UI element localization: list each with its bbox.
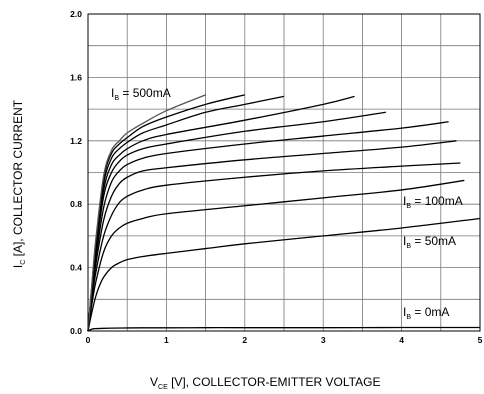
series-line-1: [87, 217, 481, 332]
x-tick-label: 3: [321, 335, 326, 345]
annotation-ib-0ma: IB = 0mA: [403, 305, 449, 321]
annotation-ib-100ma-main: I: [403, 194, 406, 208]
y-axis-title: IC [A], COLLECTOR CURRENT: [11, 99, 27, 268]
grid: [88, 14, 480, 331]
annotation-ib-500ma: IB = 500mA: [111, 86, 171, 102]
x-axis-title-rest: [V], COLLECTOR-EMITTER VOLTAGE: [168, 375, 381, 389]
x-tick-label: 4: [399, 335, 404, 345]
y-tick-label: 0.8: [70, 199, 82, 209]
x-axis-title: VCE [V], COLLECTOR-EMITTER VOLTAGE: [150, 375, 380, 391]
annotation-ib-0ma-rest: = 0mA: [411, 305, 449, 319]
x-axis-title-sub: CE: [158, 384, 168, 391]
series-line-5: [87, 121, 449, 332]
series-group: [87, 94, 481, 332]
y-tick-label: 2.0: [70, 9, 82, 19]
annotation-ib-0ma-sub: B: [406, 314, 411, 321]
tick-labels: 0 1 2 3 4 5 0.0 0.4 0.8 1.2 1.6 2.0: [70, 9, 482, 345]
x-axis-title-main: V: [150, 375, 158, 389]
y-axis-title-sub: C: [20, 260, 27, 265]
annotation-ib-500ma-rest: = 500mA: [119, 86, 171, 100]
annotation-ib-100ma: IB = 100mA: [403, 194, 463, 210]
x-tick-label: 2: [242, 335, 247, 345]
annotation-ib-500ma-sub: B: [114, 95, 119, 102]
y-tick-label: 1.6: [70, 72, 82, 82]
series-line-10: [87, 94, 206, 332]
y-axis-title-main: I: [11, 265, 25, 268]
x-tick-label: 0: [86, 335, 91, 345]
series-line-3: [87, 162, 461, 332]
y-tick-label: 0.0: [70, 326, 82, 336]
annotation-ib-50ma-rest: = 50mA: [411, 234, 456, 248]
y-axis-title-rest: [A], COLLECTOR CURRENT: [11, 99, 25, 259]
series-line-2: [87, 179, 465, 332]
annotation-ib-50ma-sub: B: [406, 243, 411, 250]
annotation-ib-50ma: IB = 50mA: [403, 234, 456, 250]
annotation-ib-50ma-main: I: [403, 234, 406, 248]
y-tick-label: 0.4: [70, 263, 82, 273]
y-tick-label: 1.2: [70, 136, 82, 146]
x-tick-label: 5: [478, 335, 483, 345]
x-tick-label: 1: [164, 335, 169, 345]
annotation-ib-100ma-rest: = 100mA: [411, 194, 463, 208]
annotation-ib-100ma-sub: B: [406, 203, 411, 210]
plot-frame: [87, 13, 481, 332]
series-line-0: [87, 326, 481, 332]
annotation-ib-0ma-main: I: [403, 305, 406, 319]
annotation-ib-500ma-main: I: [111, 86, 114, 100]
series-line-4: [87, 140, 457, 332]
